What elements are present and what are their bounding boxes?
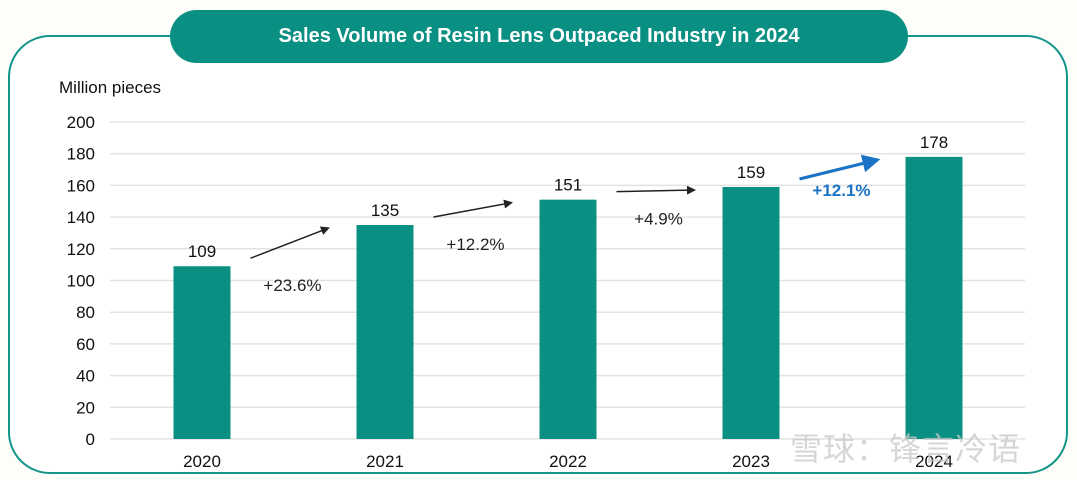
y-tick-label: 0 [86, 430, 95, 449]
bar-2021 [356, 225, 414, 439]
y-tick-label: 120 [67, 240, 95, 259]
growth-arrow [250, 226, 330, 259]
growth-arrow [616, 185, 696, 195]
data-labels: 109 135 151 159 178 [188, 133, 948, 261]
y-tick-label: 80 [76, 303, 95, 322]
bar-2024 [905, 156, 963, 439]
bar-2022 [539, 199, 597, 439]
growth-label: +12.2% [446, 235, 504, 254]
chart-title: Sales Volume of Resin Lens Outpaced Indu… [170, 10, 908, 63]
growth-arrows: +23.6% +12.2% +4.9% +12.1% [250, 154, 881, 295]
growth-label: +4.9% [634, 210, 683, 229]
data-label: 159 [737, 163, 765, 182]
x-tick-label: 2023 [732, 452, 770, 471]
data-label: 109 [188, 242, 216, 261]
data-label: 178 [920, 133, 948, 152]
x-tick-labels: 2020 2021 2022 2023 2024 [183, 452, 953, 471]
y-tick-label: 60 [76, 335, 95, 354]
y-tick-label: 140 [67, 208, 95, 227]
y-tick-labels: 0 20 40 60 80 100 120 140 160 180 200 [67, 113, 95, 449]
y-tick-label: 20 [76, 398, 95, 417]
y-tick-label: 200 [67, 113, 95, 132]
growth-label: +12.1% [812, 181, 870, 200]
y-tick-label: 40 [76, 367, 95, 386]
growth-arrow [799, 154, 881, 181]
x-tick-label: 2024 [915, 452, 953, 471]
bar-2023 [722, 186, 780, 439]
y-tick-label: 100 [67, 272, 95, 291]
y-tick-label: 180 [67, 145, 95, 164]
data-label: 151 [554, 176, 582, 195]
bar-2020 [173, 266, 231, 439]
y-tick-label: 160 [67, 176, 95, 195]
x-tick-label: 2022 [549, 452, 587, 471]
x-tick-label: 2021 [366, 452, 404, 471]
data-label: 135 [371, 201, 399, 220]
growth-label: +23.6% [263, 276, 321, 295]
y-axis-label: Million pieces [59, 78, 161, 97]
x-tick-label: 2020 [183, 452, 221, 471]
watermark-text: 雪球：锋言冷语 [790, 430, 1022, 468]
bars [173, 156, 963, 439]
growth-arrow [433, 199, 513, 218]
